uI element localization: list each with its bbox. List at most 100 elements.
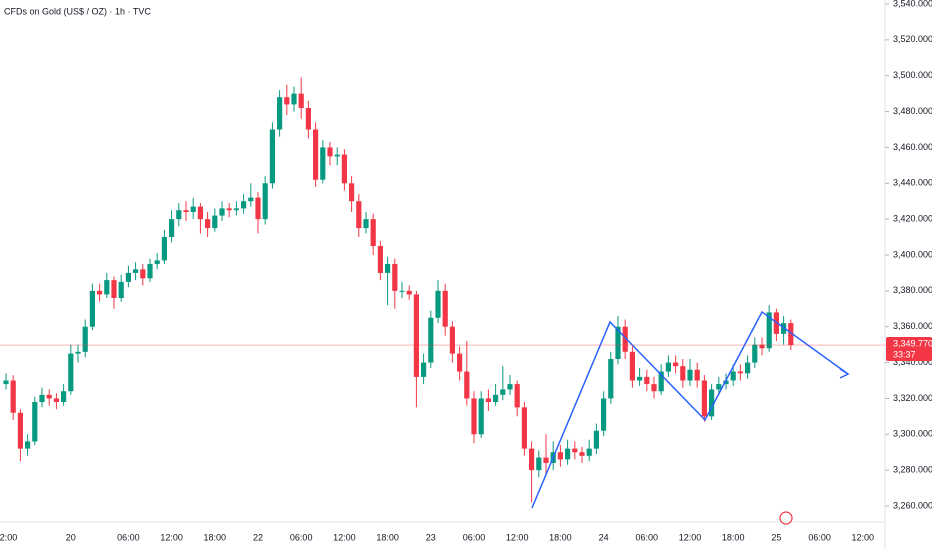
candle-body [601, 398, 607, 431]
candle-body [75, 351, 81, 354]
x-tick-label: 06:00 [463, 532, 486, 542]
candle-body [471, 398, 477, 435]
y-tick-label: 3,520.000 [893, 34, 932, 44]
candle-body [248, 197, 254, 202]
candle-body [428, 317, 434, 363]
candle-body [608, 358, 614, 399]
x-tick-label: 22 [253, 532, 263, 542]
candle-body [154, 260, 160, 264]
y-tick-label: 3,260.000 [893, 500, 932, 510]
candle-body [457, 353, 463, 372]
candle-body [233, 208, 239, 211]
candle-body [349, 183, 355, 202]
candle-body [565, 448, 571, 460]
y-tick-label: 3,320.000 [893, 393, 932, 403]
candle-body [176, 210, 182, 220]
candle-body [305, 107, 311, 130]
candle-body [701, 380, 707, 417]
candle-body [320, 147, 326, 180]
candle-body [327, 147, 333, 157]
candle-body [500, 389, 506, 395]
x-tick-label: 12:00 [0, 532, 17, 542]
candle-body [413, 294, 419, 377]
candle-body [745, 362, 751, 374]
candle-body [673, 362, 679, 367]
y-tick-label: 3,480.000 [893, 106, 932, 116]
y-tick-label: 3,460.000 [893, 142, 932, 152]
candle-body [687, 369, 693, 381]
candle-body [766, 312, 772, 349]
candle-body [147, 263, 153, 279]
candle-body [572, 448, 578, 453]
candle-body [464, 371, 470, 399]
candle-body [557, 452, 563, 460]
candle-body [788, 323, 794, 346]
candle-body [730, 371, 736, 381]
candle-body [629, 351, 635, 381]
y-tick-label: 3,300.000 [893, 429, 932, 439]
y-tick-label: 3,440.000 [893, 178, 932, 188]
candle-body [536, 457, 542, 471]
candle-body [39, 394, 45, 403]
candle-body [543, 457, 549, 463]
countdown-label: 33:37 [893, 349, 916, 359]
candle-body [219, 208, 225, 216]
event-icon[interactable] [779, 511, 793, 525]
candle-body [579, 452, 585, 456]
x-tick-label: 18:00 [722, 532, 745, 542]
candle-body [269, 129, 275, 184]
candle-body [507, 384, 513, 390]
y-tick-label: 3,280.000 [893, 465, 932, 475]
candle-body [334, 154, 340, 157]
candle-body [32, 402, 38, 442]
candle-body [586, 448, 592, 456]
x-tick-label: 06:00 [636, 532, 659, 542]
pattern-drawing [531, 310, 849, 509]
candle-body [781, 323, 787, 334]
candle-body [89, 290, 95, 327]
candle-body [82, 326, 88, 352]
candle-body [291, 93, 297, 105]
candle-body [241, 201, 247, 209]
candle-body [161, 237, 167, 261]
candle-body [190, 206, 196, 212]
candle-body [97, 290, 103, 295]
candle-body [651, 384, 657, 392]
last-price-box [886, 337, 932, 362]
x-tick-label: 18:00 [549, 532, 572, 542]
candle-body [61, 391, 67, 403]
candle-body [255, 197, 261, 220]
x-tick-label: 06:00 [808, 532, 831, 542]
candle-body [759, 344, 765, 349]
candle-body [485, 398, 491, 403]
candle-body [3, 380, 9, 385]
candle-body [363, 219, 369, 229]
candle-body [493, 394, 499, 403]
candle-body [709, 389, 715, 417]
x-tick-label: 25 [771, 532, 781, 542]
candle-body [615, 326, 621, 359]
pattern-arrow-head [839, 368, 850, 379]
candle-body [370, 219, 376, 247]
y-tick-label: 3,360.000 [893, 321, 932, 331]
candle-body [53, 398, 59, 403]
x-tick-label: 18:00 [204, 532, 227, 542]
candle-body [226, 208, 232, 211]
last-price-label: 3,349.770 [893, 338, 932, 348]
candle-body [313, 129, 319, 180]
candle-body [125, 272, 131, 282]
candle-body [68, 353, 74, 392]
candle-body [17, 412, 23, 449]
y-tick-label: 3,500.000 [893, 70, 932, 80]
x-tick-label: 06:00 [290, 532, 313, 542]
candle-body [593, 430, 599, 449]
candle-body [521, 407, 527, 449]
candle-body [341, 154, 347, 184]
y-tick-label: 3,420.000 [893, 214, 932, 224]
x-tick-label: 12:00 [333, 532, 356, 542]
x-tick-label: 20 [66, 532, 76, 542]
x-tick-label: 23 [426, 532, 436, 542]
candle-body [262, 183, 268, 220]
candle-body [46, 394, 52, 399]
